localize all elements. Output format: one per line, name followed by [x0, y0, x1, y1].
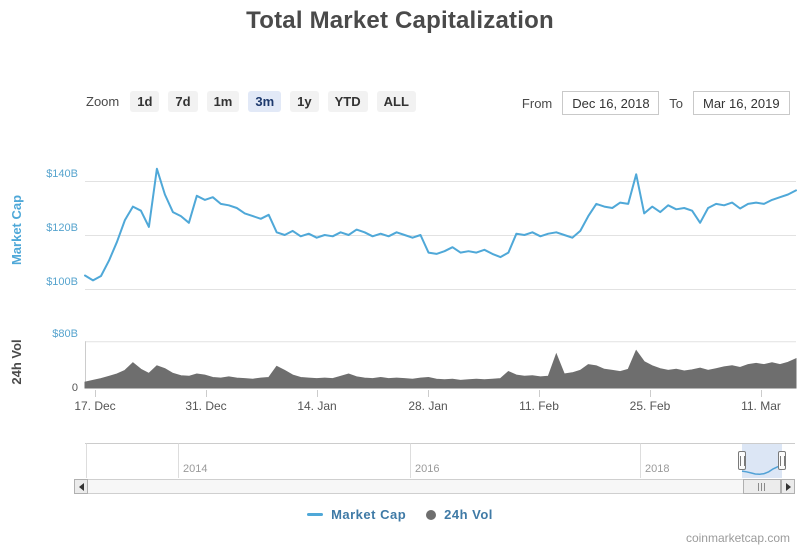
triangle-right-icon [785, 482, 791, 491]
navigator-year-label: 2014 [183, 463, 207, 475]
zoom-button-1y[interactable]: 1y [290, 91, 319, 112]
navigator-selection[interactable] [742, 444, 782, 478]
navigator-year-label: 2016 [415, 463, 439, 475]
zoom-button-1d[interactable]: 1d [130, 91, 160, 112]
x-axis-tick-label: 11. Mar [741, 399, 781, 413]
scrollbar-right-arrow-icon[interactable] [781, 479, 795, 494]
triangle-left-icon [78, 482, 84, 491]
x-axis-tick-label: 25. Feb [630, 399, 671, 413]
legend: Market Cap 24h Vol [0, 507, 800, 522]
x-axis-tick-label: 31. Dec [185, 399, 226, 413]
thumb-grip-icon [758, 482, 766, 491]
scrollbar-left-arrow-icon[interactable] [74, 479, 88, 494]
scrollbar-thumb[interactable] [743, 479, 781, 494]
y-axis-zero-label: 0 [72, 382, 78, 394]
volume-area-series [84, 349, 797, 389]
y-axis-tick-label: $120B [46, 222, 78, 234]
handle-grip-icon [779, 455, 785, 466]
zoom-button-ytd[interactable]: YTD [327, 91, 368, 112]
navigator-right-handle-icon[interactable] [778, 451, 786, 470]
zoom-buttons: 1d 7d 1m 3m 1y YTD ALL [130, 91, 416, 112]
watermark: coinmarketcap.com [685, 531, 790, 545]
x-axis-tick-label: 17. Dec [74, 399, 115, 413]
x-axis-tick-label: 28. Jan [408, 399, 447, 413]
to-label: To [669, 95, 683, 111]
zoom-button-1m[interactable]: 1m [206, 91, 240, 112]
x-axis-tick-label: 14. Jan [297, 399, 336, 413]
navigator-series-line [741, 464, 783, 476]
legend-label: 24h Vol [444, 507, 493, 522]
scrollbar-track[interactable] [87, 479, 782, 494]
date-range-group: From To [522, 91, 790, 115]
zoom-button-7d[interactable]: 7d [168, 91, 198, 112]
line-marker-icon [307, 513, 324, 516]
from-date-input[interactable] [562, 91, 660, 115]
legend-label: Market Cap [331, 507, 407, 522]
market-cap-axis-title: Market Cap [9, 195, 24, 265]
to-date-input[interactable] [693, 91, 790, 115]
navigator-scrollbar [74, 479, 795, 494]
zoom-label: Zoom [86, 94, 120, 109]
zoom-button-3m[interactable]: 3m [248, 91, 282, 112]
navigator-year-label: 2018 [645, 463, 669, 475]
from-label: From [521, 95, 553, 111]
navigator-left-handle-icon[interactable] [738, 451, 746, 470]
zoom-button-group: Zoom 1d 7d 1m 3m 1y YTD ALL [86, 91, 416, 112]
legend-item-market-cap[interactable]: Market Cap [307, 507, 406, 522]
chart-title: Total Market Capitalization [246, 7, 554, 34]
volume-axis-title: 24h Vol [9, 339, 24, 384]
x-axis-tick-label: 11. Feb [519, 399, 559, 413]
y-axis-tick-label: $140B [46, 168, 78, 180]
handle-grip-icon [739, 455, 745, 466]
y-axis-tick-label: $100B [46, 276, 78, 288]
zoom-button-all[interactable]: ALL [376, 91, 416, 112]
toolbar: Zoom 1d 7d 1m 3m 1y YTD ALL From To [0, 91, 800, 116]
y-axis-tick-label: $80B [52, 328, 78, 340]
dot-marker-icon [426, 509, 437, 520]
market-cap-line-series [84, 167, 797, 282]
legend-item-24h-vol[interactable]: 24h Vol [426, 507, 493, 522]
